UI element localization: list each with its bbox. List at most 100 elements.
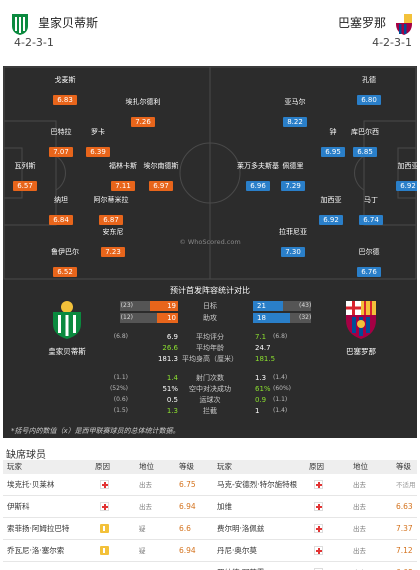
stat-row: (1.5) 1.3 拦截 1 (1.4): [3, 406, 417, 416]
player-name[interactable]: 阿尔蒂米拉: [93, 196, 129, 204]
player-name[interactable]: 佩德里: [282, 162, 304, 170]
home-player[interactable]: 埃尔南德斯 6.97: [126, 162, 196, 191]
away-player[interactable]: 亚马尔 8.22: [260, 98, 330, 127]
away-stat-value: 61%: [255, 385, 271, 393]
away-player[interactable]: 钟 6.95: [298, 128, 368, 157]
missing-row: 罗纳德·阿劳霍 出去 6.68: [3, 562, 417, 570]
player-rating: 6.92: [319, 215, 343, 225]
away-stat-value: 0.9: [255, 396, 267, 404]
missing-player-name[interactable]: 费尔明·洛佩兹: [217, 524, 265, 533]
away-club-block: 巴塞罗那: [321, 298, 401, 357]
player-name[interactable]: 纳坦: [54, 196, 68, 204]
betis-crest-icon: [53, 301, 81, 339]
player-rating: 6.92: [396, 181, 417, 191]
home-player[interactable]: 阿尔蒂米拉 6.87: [76, 196, 146, 225]
home-player[interactable]: 安东尼 7.23: [78, 228, 148, 257]
stat-row: (0.6) 0.5 运球次 0.9 (1.1): [3, 395, 417, 405]
player-rating: 7.07: [49, 147, 73, 157]
player-name[interactable]: 马丁: [364, 196, 378, 204]
missing-player-name[interactable]: 罗纳德·阿劳霍: [217, 562, 264, 570]
player-name[interactable]: 巴尔德: [358, 248, 380, 256]
injury-icon: [314, 546, 323, 555]
header-player-away: 玩家: [217, 462, 232, 471]
player-rating: 7.23: [101, 247, 125, 257]
player-name[interactable]: 加西亚: [397, 162, 418, 170]
home-stat-value: 10: [167, 314, 176, 322]
home-player[interactable]: 瓦列斯 6.57: [3, 162, 60, 191]
missing-rating: 不适用: [396, 481, 416, 489]
away-stat-sub: (1.4): [273, 407, 288, 414]
away-player[interactable]: 库巴尔西 6.85: [330, 128, 400, 157]
away-player[interactable]: 马丁 6.74: [336, 196, 406, 225]
missing-row: 索菲扬·阿姆拉巴特 疑 6.6 费尔明·洛佩兹 出去 7.37: [3, 518, 417, 540]
player-name[interactable]: 安东尼: [102, 228, 124, 236]
missing-player-name[interactable]: 埃克托·贝莱林: [7, 480, 55, 489]
header-reason-away: 原因: [309, 462, 324, 471]
missing-player-name[interactable]: 伊斯科: [7, 502, 30, 511]
home-player[interactable]: 鲁伊巴尔 6.52: [30, 248, 100, 277]
player-rating: 6.80: [357, 95, 381, 105]
away-stat-sub: (32): [299, 314, 312, 321]
home-player[interactable]: 纳坦 6.84: [26, 196, 96, 225]
stat-label: 射门次数: [196, 374, 224, 382]
home-player[interactable]: 戈麦斯 6.83: [30, 76, 100, 105]
player-name[interactable]: 巴特拉: [50, 128, 72, 136]
player-name[interactable]: 鲁伊巴尔: [51, 248, 79, 256]
missing-table-header: 玩家 原因 地位 等级 玩家 原因 地位 等级: [3, 460, 417, 474]
player-rating: 8.22: [283, 117, 307, 127]
player-name[interactable]: 埃扎尔德利: [125, 98, 161, 106]
player-name[interactable]: 加西亚: [320, 196, 342, 204]
missing-status: 出去: [353, 547, 366, 555]
header-rating: 等级: [179, 462, 194, 471]
away-player[interactable]: 巴尔德 6.76: [334, 248, 404, 277]
away-stat-value: 18: [257, 314, 266, 322]
away-player[interactable]: 加西亚 6.92: [296, 196, 366, 225]
home-team-name[interactable]: 皇家贝蒂斯: [38, 16, 99, 30]
stat-label: 运球次: [199, 396, 221, 404]
player-name[interactable]: 拉菲尼亚: [279, 228, 307, 236]
stat-label: 日标: [203, 302, 217, 310]
player-name[interactable]: 瓦列斯: [14, 162, 36, 170]
missing-status: 出去: [353, 481, 366, 489]
missing-player-name[interactable]: 乔瓦尼·洛·塞尔索: [7, 546, 65, 555]
missing-rating: 6.63: [396, 502, 413, 511]
home-player[interactable]: 罗卡 6.39: [63, 128, 133, 157]
away-player[interactable]: 孔德 6.80: [334, 76, 404, 105]
home-stat-sub: (52%): [109, 385, 128, 392]
home-stat-value: 6.9: [166, 333, 178, 341]
stats-title: 预计首发阵容统计对比: [170, 286, 250, 295]
home-stat-value: 26.6: [162, 344, 178, 352]
stat-row: 181.3 平均身高（厘米） 181.5: [3, 354, 417, 364]
player-name[interactable]: 孔德: [362, 76, 376, 84]
away-player[interactable]: 拉菲尼亚 7.30: [258, 228, 328, 257]
home-stat-bar-fill: [150, 301, 178, 311]
home-player[interactable]: 巴特拉 7.07: [26, 128, 96, 157]
player-name[interactable]: 库巴尔西: [351, 128, 379, 136]
player-name[interactable]: 福林卡斯: [109, 162, 137, 170]
home-stat-sub: (1.1): [113, 374, 128, 381]
doubtful-icon: [100, 524, 109, 533]
player-name[interactable]: 亚马尔: [284, 98, 306, 106]
home-stat-value: 1.3: [166, 407, 178, 415]
missing-player-name[interactable]: 加维: [217, 502, 232, 511]
missing-player-name[interactable]: 索菲扬·阿姆拉巴特: [7, 524, 70, 533]
player-name[interactable]: 钟: [329, 128, 337, 136]
player-rating: 6.39: [86, 147, 110, 157]
missing-status: 出去: [353, 562, 366, 570]
away-team-name[interactable]: 巴塞罗那: [337, 16, 386, 30]
away-player[interactable]: 莱万多夫斯基 6.96: [223, 162, 293, 191]
pitch: 戈麦斯 6.83 埃扎尔德利 7.26 巴特拉 7.07 罗卡 6.39 瓦列斯 6.57 福林卡斯…: [3, 66, 417, 280]
missing-player-name[interactable]: 丹尼·奥尔莫: [217, 546, 257, 555]
header-status: 地位: [139, 462, 154, 471]
missing-player-name[interactable]: 马克-安德烈·特尔施特根: [217, 480, 298, 489]
player-name[interactable]: 戈麦斯: [54, 76, 76, 84]
away-player[interactable]: 佩德里 7.29: [258, 162, 328, 191]
away-stat-value: 1.3: [255, 374, 267, 382]
away-player[interactable]: 加西亚 6.92: [373, 162, 417, 191]
home-player[interactable]: 福林卡斯 7.11: [88, 162, 158, 191]
away-stat-sub: (1.1): [273, 396, 288, 403]
home-player[interactable]: 埃扎尔德利 7.26: [108, 98, 178, 127]
player-name[interactable]: 罗卡: [91, 128, 105, 136]
player-name[interactable]: 莱万多夫斯基: [237, 162, 279, 170]
player-name[interactable]: 埃尔南德斯: [143, 162, 179, 170]
